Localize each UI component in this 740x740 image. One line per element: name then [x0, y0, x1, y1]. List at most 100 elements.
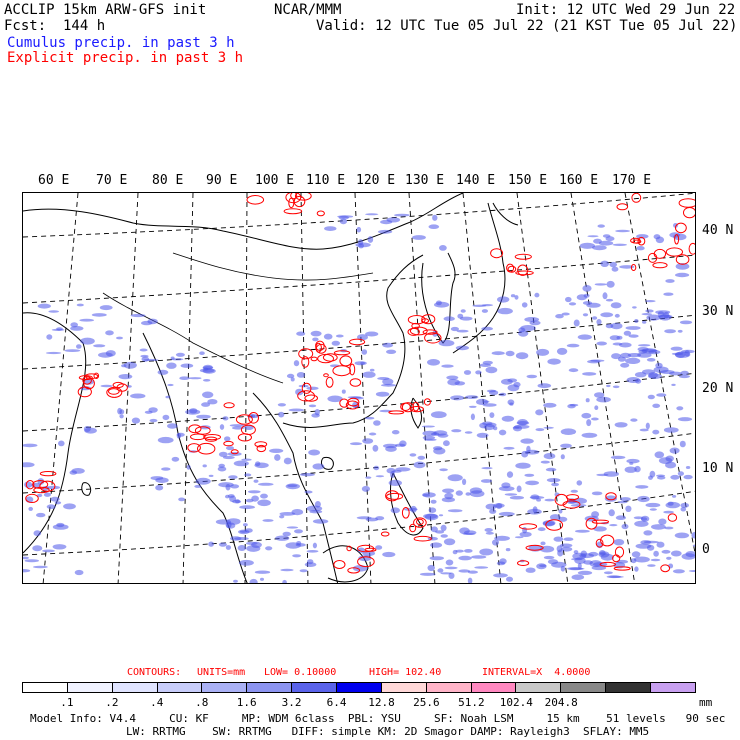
explicit-contour	[301, 382, 312, 394]
cumulus-cell	[692, 544, 695, 547]
cumulus-cell	[631, 551, 641, 558]
cumulus-cell	[339, 218, 348, 225]
cumulus-cell	[537, 383, 552, 389]
color-scale-cell	[516, 683, 562, 692]
cumulus-cell	[91, 313, 107, 317]
cumulus-cell	[505, 350, 515, 357]
explicit-contour	[248, 412, 260, 424]
cumulus-precip-areas	[23, 213, 695, 583]
cumulus-cell	[610, 322, 623, 330]
map-canvas	[23, 193, 695, 583]
cumulus-cell	[428, 507, 437, 513]
explicit-contour	[545, 519, 564, 531]
cumulus-legend-label: Cumulus precip. in past 3 h	[7, 35, 235, 51]
cumulus-cell	[576, 480, 583, 486]
cumulus-cell	[443, 440, 450, 447]
cumulus-cell	[596, 396, 611, 403]
explicit-contour	[339, 355, 353, 367]
cumulus-cell	[199, 351, 205, 355]
cumulus-cell	[505, 548, 511, 552]
cumulus-cell	[36, 512, 46, 518]
color-scale-cell	[157, 683, 203, 692]
cumulus-cell	[573, 319, 580, 327]
cumulus-cell	[433, 430, 448, 436]
explicit-contour	[616, 203, 629, 211]
cumulus-cell	[608, 509, 615, 517]
cumulus-cell	[430, 499, 437, 504]
explicit-contour	[304, 394, 319, 402]
cumulus-cell	[282, 579, 287, 583]
latitude-label: 40 N	[702, 223, 734, 238]
contours-low: LOW= 0.10000	[264, 667, 337, 678]
explicit-contour	[290, 193, 298, 200]
cumulus-cell	[361, 485, 370, 492]
cumulus-cell	[417, 455, 426, 460]
cumulus-cell	[64, 349, 81, 352]
explicit-contour	[630, 264, 637, 271]
cumulus-cell	[691, 531, 695, 539]
cumulus-cell	[279, 515, 285, 519]
graticule	[23, 193, 695, 583]
explicit-legend-label: Explicit precip. in past 3 h	[7, 50, 244, 66]
cumulus-cell	[365, 331, 379, 337]
cumulus-cell	[497, 307, 513, 315]
explicit-contour	[423, 398, 431, 406]
cumulus-cell	[228, 475, 238, 479]
cumulus-cell	[522, 527, 528, 534]
cumulus-cell	[620, 362, 630, 368]
cumulus-cell	[202, 391, 214, 399]
cumulus-cell	[615, 515, 627, 520]
cumulus-cell	[614, 422, 628, 428]
cumulus-cell	[560, 454, 565, 460]
model-title: ACCLIP 15km ARW-GFS init	[4, 2, 207, 18]
cumulus-cell	[80, 337, 95, 345]
cumulus-cell	[561, 312, 570, 316]
cumulus-cell	[288, 408, 305, 412]
cumulus-cell	[450, 395, 465, 401]
explicit-contour	[595, 538, 604, 548]
latitude-label: 20 N	[702, 381, 734, 396]
cumulus-cell	[543, 402, 557, 408]
cumulus-cell	[427, 359, 440, 366]
explicit-contour	[333, 350, 351, 356]
cumulus-cell	[569, 403, 579, 407]
cumulus-cell	[386, 349, 397, 354]
cumulus-cell	[663, 292, 674, 296]
cumulus-cell	[52, 544, 67, 550]
cumulus-cell	[150, 476, 164, 481]
cumulus-cell	[372, 444, 379, 452]
cumulus-cell	[369, 368, 375, 372]
cumulus-cell	[144, 410, 153, 414]
explicit-contour	[230, 449, 239, 455]
explicit-contour	[614, 546, 625, 558]
cumulus-cell	[524, 473, 535, 477]
cumulus-cell	[675, 263, 690, 270]
cumulus-cell	[217, 466, 227, 472]
explicit-contour	[514, 253, 532, 260]
cumulus-cell	[642, 369, 655, 375]
cumulus-cell	[551, 561, 567, 568]
cumulus-cell	[633, 556, 650, 563]
color-scale-cell	[202, 683, 248, 692]
cumulus-cell	[358, 239, 364, 246]
cumulus-cell	[681, 349, 695, 354]
cumulus-cell	[670, 346, 683, 351]
cumulus-cell	[404, 507, 418, 511]
cumulus-cell	[611, 266, 619, 272]
contours-high: HIGH= 102.40	[369, 667, 442, 678]
cumulus-cell	[37, 478, 45, 485]
cumulus-cell	[465, 492, 471, 496]
explicit-contour	[386, 492, 404, 500]
cumulus-cell	[440, 524, 447, 532]
cumulus-cell	[591, 491, 603, 496]
cumulus-cell	[520, 438, 534, 444]
cumulus-cell	[306, 550, 319, 553]
cumulus-cell	[647, 564, 656, 567]
cumulus-cell	[558, 516, 568, 522]
explicit-contour	[585, 517, 598, 530]
cumulus-cell	[573, 550, 579, 555]
cumulus-cell	[624, 466, 637, 473]
cumulus-cell	[481, 467, 493, 470]
cumulus-cell	[667, 501, 674, 506]
cumulus-cell	[594, 405, 599, 410]
